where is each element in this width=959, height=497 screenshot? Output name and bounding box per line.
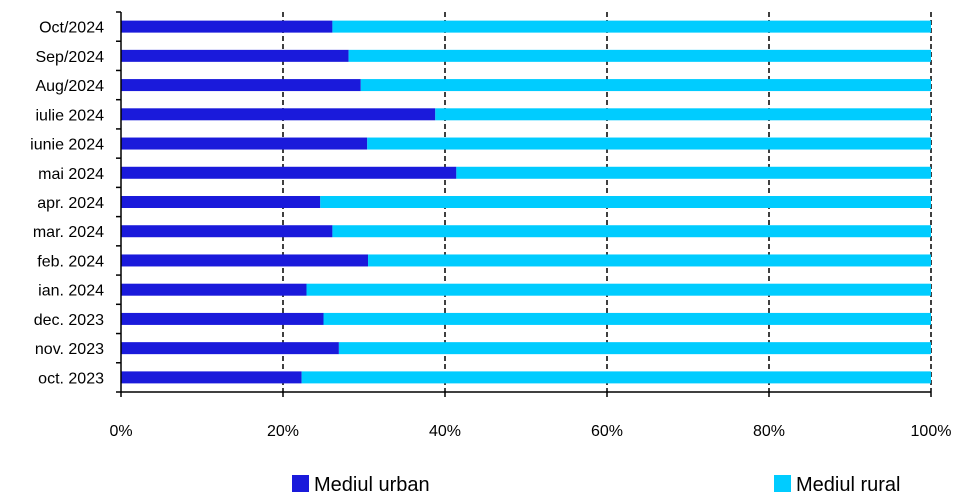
category-label: dec. 2023 <box>34 312 104 329</box>
axes <box>116 11 932 397</box>
bar-urban <box>121 342 339 355</box>
category-label: Aug/2024 <box>35 78 104 95</box>
legend-label-urban: Mediul urban <box>314 474 430 496</box>
legend-swatch-urban <box>292 475 309 492</box>
category-label: nov. 2023 <box>35 341 104 358</box>
category-label: mai 2024 <box>38 166 104 183</box>
category-label: feb. 2024 <box>37 253 104 270</box>
bar-urban <box>121 137 368 150</box>
bar-rural <box>360 79 931 92</box>
category-label: Sep/2024 <box>35 49 104 66</box>
category-label: iulie 2024 <box>36 107 105 124</box>
bar-urban <box>121 225 333 238</box>
bar-rural <box>367 137 931 150</box>
bar-urban <box>121 283 307 296</box>
category-label: Oct/2024 <box>39 20 104 37</box>
bar-urban <box>121 166 457 179</box>
x-tick-label: 100% <box>911 423 952 440</box>
bar-rural <box>456 166 931 179</box>
legend-swatch-rural <box>774 475 791 492</box>
category-label: apr. 2024 <box>37 195 104 212</box>
bar-urban <box>121 196 321 208</box>
x-tick-label: 0% <box>109 423 132 440</box>
bar-urban <box>121 79 361 92</box>
category-label: ian. 2024 <box>38 283 104 300</box>
x-tick-label: 60% <box>591 423 623 440</box>
bar-urban <box>121 49 349 62</box>
bar-rural <box>348 49 931 62</box>
category-labels: Oct/2024 Sep/2024 Aug/2024 iulie 2024 iunie … <box>30 20 104 388</box>
bar-rural <box>435 108 931 121</box>
bar-rural <box>368 254 931 267</box>
category-label: mar. 2024 <box>33 224 104 241</box>
bar-rural <box>338 342 931 355</box>
bar-urban <box>121 312 324 325</box>
x-tick-label: 40% <box>429 423 461 440</box>
bar-rural <box>320 196 931 208</box>
x-tick-label: 80% <box>753 423 785 440</box>
bar-rural <box>332 20 931 33</box>
legend-label-rural: Mediul rural <box>796 474 900 496</box>
bar-urban <box>121 108 436 121</box>
bar-rural <box>332 225 931 238</box>
bar-rural <box>323 312 931 325</box>
gridlines <box>282 12 932 392</box>
category-label: oct. 2023 <box>38 370 104 387</box>
bars <box>121 20 931 384</box>
bar-rural <box>306 283 931 296</box>
bar-urban <box>121 371 302 384</box>
bar-urban <box>121 254 369 267</box>
x-tick-label: 20% <box>267 423 299 440</box>
legend: Mediul urban Mediul rural <box>292 474 900 496</box>
x-tick-labels: 0% 20% 40% 60% 80% 100% <box>109 423 951 440</box>
bar-urban <box>121 20 333 33</box>
bar-rural <box>301 371 931 384</box>
category-label: iunie 2024 <box>30 137 104 154</box>
